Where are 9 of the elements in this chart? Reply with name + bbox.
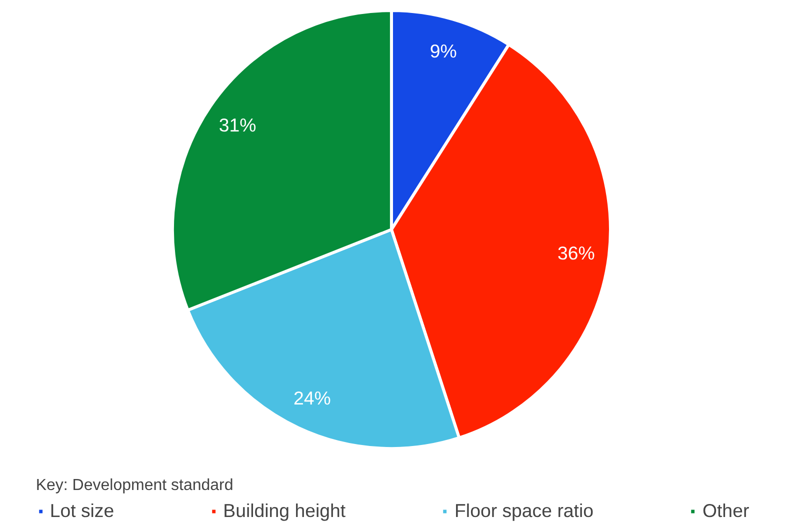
legend-label: Building height <box>223 500 346 522</box>
data-label: 9% <box>430 40 457 62</box>
data-label: 36% <box>558 242 595 264</box>
legend-label: Floor space ratio <box>454 500 594 522</box>
legend-title: Key: Development standard <box>36 477 234 495</box>
legend-label: Lot size <box>50 500 114 522</box>
data-label: 31% <box>218 114 256 136</box>
data-label: 24% <box>294 387 331 408</box>
legend-label: Other <box>702 500 750 522</box>
